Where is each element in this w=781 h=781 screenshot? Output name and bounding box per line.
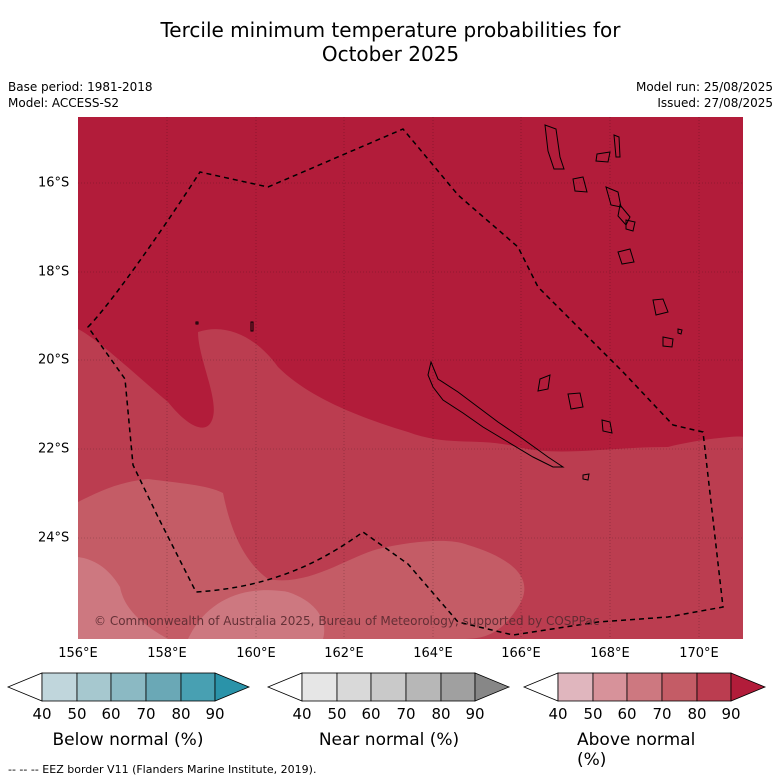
lat-label-20s: 20°S — [38, 352, 70, 368]
below-tick-80: 80 — [171, 705, 191, 723]
below-tick-70: 70 — [136, 705, 156, 723]
vanuatu-islands — [544, 124, 683, 348]
below-tick-60: 60 — [101, 705, 121, 723]
loyalty-island-2 — [567, 392, 584, 410]
lon-label-168e: 168°E — [590, 646, 630, 661]
near-tick-80: 80 — [431, 705, 451, 723]
lon-label-162e: 162°E — [324, 646, 364, 661]
eez-border — [87, 128, 724, 636]
lon-label-166e: 166°E — [501, 646, 541, 661]
eez-footnote: -- -- -- EEZ border V11 (Flanders Marine… — [8, 763, 317, 776]
lat-label-24s: 24°S — [38, 530, 70, 546]
title-line-2: October 2025 — [321, 42, 460, 66]
lon-label-170e: 170°E — [679, 646, 719, 661]
map-title: Tercile minimum temperature probabilitie… — [0, 18, 781, 66]
above-tick-90: 90 — [721, 705, 741, 723]
lon-label-156e: 156°E — [58, 646, 98, 661]
graticule — [78, 117, 743, 639]
colorbars — [6, 672, 767, 702]
base-period: Base period: 1981-2018 — [8, 80, 153, 94]
above-60-region-south — [188, 590, 325, 639]
near-tick-70: 70 — [396, 705, 416, 723]
above-tick-70: 70 — [652, 705, 672, 723]
near-tick-50: 50 — [327, 705, 347, 723]
isle-of-pines — [582, 473, 590, 481]
near-tick-90: 90 — [465, 705, 485, 723]
above-normal-title: Above normal (%) — [577, 730, 696, 770]
below-tick-40: 40 — [32, 705, 52, 723]
above-tick-60: 60 — [617, 705, 637, 723]
above-tick-40: 40 — [548, 705, 568, 723]
issued-date: Issued: 27/08/2025 — [657, 96, 773, 110]
probability-map — [78, 117, 743, 639]
near-tick-60: 60 — [361, 705, 381, 723]
above-60-region — [78, 557, 168, 639]
loyalty-island-1 — [537, 374, 551, 392]
copyright-text: © Commonwealth of Australia 2025, Bureau… — [94, 614, 600, 628]
below-normal-title: Below normal (%) — [52, 730, 204, 750]
lon-label-160e: 160°E — [236, 646, 276, 661]
below-tick-50: 50 — [67, 705, 87, 723]
near-normal-title: Near normal (%) — [318, 730, 460, 750]
above-tick-50: 50 — [583, 705, 603, 723]
title-line-1: Tercile minimum temperature probabilitie… — [160, 18, 621, 42]
model-run: Model run: 25/08/2025 — [635, 80, 773, 94]
near-tick-40: 40 — [292, 705, 312, 723]
loyalty-island-3 — [601, 419, 613, 434]
above-tick-80: 80 — [687, 705, 707, 723]
colorbar-near — [266, 672, 511, 702]
new-caledonia-island — [427, 360, 565, 468]
model-name: Model: ACCESS-S2 — [8, 96, 120, 110]
lon-label-158e: 158°E — [147, 646, 187, 661]
colorbar-below — [6, 672, 251, 702]
meta-right: Model run: 25/08/2025 Issued: 27/08/2025 — [636, 79, 773, 111]
above-70-region — [78, 479, 525, 639]
lat-label-18s: 18°S — [38, 264, 70, 280]
below-tick-90: 90 — [205, 705, 225, 723]
lat-label-16s: 16°S — [38, 175, 70, 191]
lat-label-22s: 22°S — [38, 441, 70, 457]
meta-left: Base period: 1981-2018 Model: ACCESS-S2 — [8, 79, 153, 111]
lon-label-164e: 164°E — [413, 646, 453, 661]
small-islet-2 — [195, 321, 199, 325]
chesterfield-islet — [250, 321, 254, 332]
colorbar-above — [522, 672, 767, 702]
